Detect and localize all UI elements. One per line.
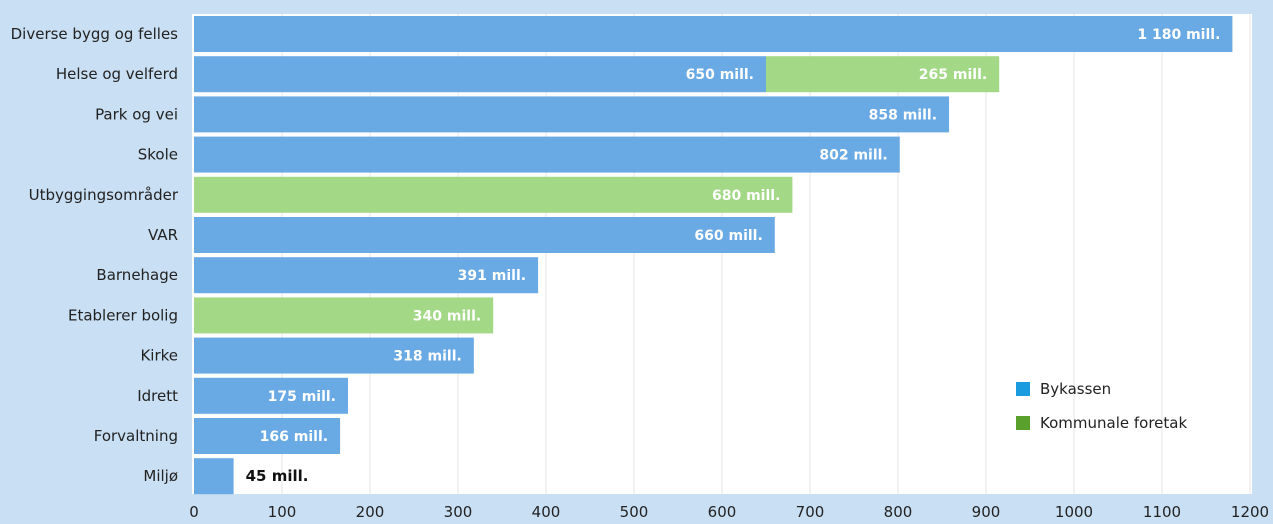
data-label: 340 mill. [413, 308, 481, 324]
category-labels: Diverse bygg og felles Helse og velferd Pa… [11, 25, 179, 485]
category-label: Kirke [140, 347, 178, 365]
x-tick-label: 900 [972, 503, 1001, 521]
data-label: 175 mill. [268, 389, 336, 405]
category-label: Barnehage [96, 266, 178, 284]
grid-lines [281, 14, 1251, 494]
bar [194, 297, 494, 334]
bar [194, 96, 950, 133]
x-tick-label: 600 [708, 503, 737, 521]
x-tick-label: 700 [796, 503, 825, 521]
x-axis-ticks: 0 100 200 300 400 500 600 700 800 900 1000 1100 1200 [189, 503, 1269, 521]
legend-swatch [1016, 416, 1030, 430]
category-label: Etablerer bolig [68, 306, 178, 324]
x-tick-label: 100 [268, 503, 297, 521]
legend-label: Kommunale foretak [1040, 414, 1187, 432]
bar [194, 176, 793, 213]
data-label: 391 mill. [458, 268, 526, 284]
x-tick-label: 200 [356, 503, 385, 521]
bar [766, 56, 1000, 93]
x-tick-label: 300 [444, 503, 473, 521]
data-label: 858 mill. [869, 107, 937, 123]
legend: Bykassen Kommunale foretak [1016, 380, 1187, 432]
data-label: 318 mill. [393, 349, 461, 365]
data-label: 265 mill. [919, 67, 987, 83]
x-tick-label: 1100 [1143, 503, 1181, 521]
bar [194, 217, 775, 253]
data-label: 680 mill. [712, 188, 780, 204]
category-label: Diverse bygg og felles [11, 25, 179, 43]
category-label: VAR [148, 226, 178, 244]
bar [194, 337, 474, 374]
x-tick-label: 800 [884, 503, 913, 521]
bar [194, 257, 539, 294]
x-tick-label: 400 [532, 503, 561, 521]
category-label: Skole [138, 146, 178, 164]
category-label: Helse og velferd [56, 65, 178, 83]
bar [194, 56, 766, 93]
data-label: 650 mill. [686, 67, 754, 83]
bars [194, 16, 1233, 495]
category-label: Forvaltning [94, 427, 178, 445]
x-tick-label: 1000 [1055, 503, 1093, 521]
x-tick-label: 1200 [1231, 503, 1269, 521]
bar [194, 418, 341, 454]
bar [194, 458, 234, 495]
data-labels: 1 180 mill. 650 mill. 265 mill. 858 mill. 80… [246, 27, 1221, 485]
category-label: Utbyggingsområder [29, 186, 179, 204]
data-label: 1 180 mill. [1137, 27, 1220, 43]
x-tick-label: 0 [189, 503, 199, 521]
data-label: 802 mill. [819, 148, 887, 164]
category-label: Park og vei [95, 105, 178, 123]
legend-swatch [1016, 382, 1030, 396]
category-label: Miljø [143, 467, 178, 485]
data-label: 660 mill. [694, 228, 762, 244]
bar [194, 136, 900, 173]
x-tick-label: 500 [620, 503, 649, 521]
bar [194, 377, 348, 414]
category-label: Idrett [137, 387, 178, 405]
data-label: 166 mill. [260, 429, 328, 445]
data-label: 45 mill. [246, 467, 309, 485]
bar [194, 16, 1233, 52]
legend-label: Bykassen [1040, 380, 1111, 398]
